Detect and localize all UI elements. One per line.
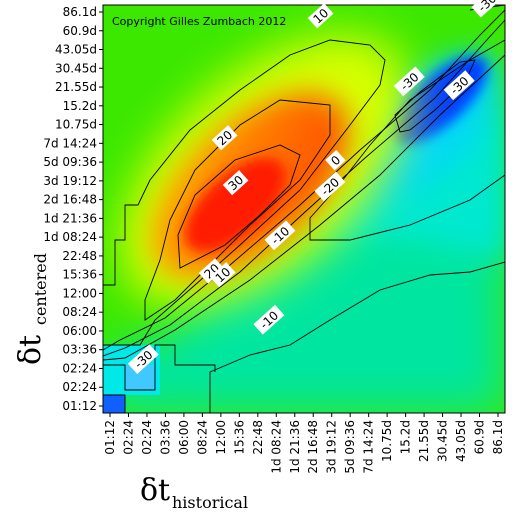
x-tick-label: 01:12 <box>103 420 117 455</box>
x-tick-label: 2d 16:48 <box>306 420 320 474</box>
contour-line-minus10-lower <box>103 261 505 413</box>
contour-line-steps <box>103 344 216 391</box>
y-tick-label: 22:48 <box>62 249 97 263</box>
contour-label-bg <box>307 3 334 29</box>
x-axis-title: δt historical <box>140 473 248 512</box>
contour-label-bg <box>325 149 346 171</box>
x-tick-label: 60.9d <box>473 420 487 454</box>
contour-label-bg <box>471 0 503 18</box>
contour-label-bg <box>264 220 296 251</box>
contour-lines <box>103 5 505 413</box>
contour-line-0 <box>103 9 505 351</box>
x-tick-label: 02:24 <box>121 420 135 455</box>
y-tick-label: 21.55d <box>55 80 97 94</box>
x-tick-label: 86.1d <box>491 420 505 454</box>
y-tick-label: 43.05d <box>55 43 97 57</box>
y-tick-label: 1d 08:24 <box>43 230 97 244</box>
x-tick-label: 15.2d <box>399 420 413 454</box>
heatmap-red-core <box>184 157 286 253</box>
x-tick-label: 21.55d <box>417 420 431 462</box>
contour-label-bg <box>314 171 346 202</box>
y-tick-label: 15.2d <box>63 99 97 113</box>
y-tick-label: 60.9d <box>63 24 97 38</box>
x-tick-label: 08:24 <box>195 420 209 455</box>
contour-label-bg <box>393 66 425 97</box>
y-tick-label: 1d 21:36 <box>43 211 97 225</box>
y-tick-label: 12:00 <box>62 286 97 300</box>
x-tick-label: 1d 08:24 <box>269 420 283 474</box>
y-axis-subscript: centered <box>31 253 50 325</box>
x-tick-label: 1d 21:36 <box>288 420 302 474</box>
y-tick-label: 30.45d <box>55 61 97 75</box>
contour-line-20 <box>144 99 331 321</box>
plot-area <box>103 5 505 413</box>
contour-line-minus30-ne <box>394 59 476 133</box>
contour-label-bg <box>198 258 225 284</box>
contour-label: 0 <box>325 149 346 171</box>
y-axis-symbol: δt <box>13 335 48 365</box>
y-tick-label: 02:24 <box>62 361 97 375</box>
x-tick-label: 30.45d <box>436 420 450 462</box>
x-tick-label: 7d 14:24 <box>362 420 376 474</box>
x-tick-label: 22:48 <box>251 420 265 455</box>
contour-line-minus10 <box>103 54 505 361</box>
x-tick-label: 10.75d <box>380 420 394 462</box>
contour-label-bg <box>253 304 285 335</box>
contour-label-bg <box>222 170 249 196</box>
x-tick-label: 02:24 <box>140 420 154 455</box>
y-tick-label: 5d 09:36 <box>43 155 97 169</box>
y-axis-title: δt centered <box>13 253 50 365</box>
y-axis-ticks: 01:12 02:24 02:24 03:36 06:00 08:24 12:00 15:36… <box>43 5 103 413</box>
x-tick-label: 5d 09:36 <box>343 420 357 474</box>
y-tick-label: 3d 19:12 <box>43 174 97 188</box>
contour-label-bg <box>127 344 159 375</box>
x-tick-label: 15:36 <box>232 420 246 455</box>
x-axis-ticks: 01:12 02:24 02:24 03:36 06:00 08:24 12:00 15:36… <box>103 413 505 474</box>
x-tick-label: 3d 19:12 <box>325 420 339 474</box>
y-tick-label: 86.1d <box>63 5 97 19</box>
contour-label-bg <box>209 262 236 288</box>
contour-line-steps-inner <box>103 394 126 413</box>
y-tick-label: 7d 14:24 <box>43 136 97 150</box>
y-tick-label: 10.75d <box>55 118 97 132</box>
x-tick-label: 43.05d <box>454 420 468 462</box>
y-tick-label: 03:36 <box>62 343 97 357</box>
y-tick-label: 2d 16:48 <box>43 193 97 207</box>
x-tick-label: 03:36 <box>158 420 172 455</box>
contour-line-30 <box>177 144 301 269</box>
x-axis-symbol: δt <box>140 473 170 508</box>
y-tick-label: 01:12 <box>62 399 97 413</box>
plot-frame <box>102 4 506 414</box>
x-tick-label: 12:00 <box>214 420 228 455</box>
y-tick-label: 08:24 <box>62 305 97 319</box>
y-tick-label: 15:36 <box>62 268 97 282</box>
y-tick-label: 02:24 <box>62 380 97 394</box>
x-axis-subscript: historical <box>172 493 248 512</box>
x-tick-label: 06:00 <box>177 420 191 455</box>
heatmap-step-blue <box>103 395 125 413</box>
copyright-text: Copyright Gilles Zumbach 2012 <box>112 15 286 28</box>
y-tick-label: 06:00 <box>62 324 97 338</box>
contour-label-bg <box>211 125 238 151</box>
contour-label-bg <box>443 70 475 101</box>
